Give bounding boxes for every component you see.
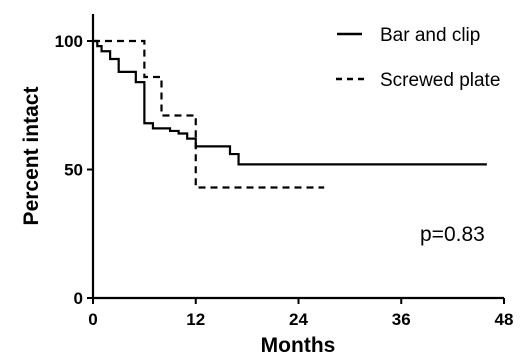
series-line-screwed-plate bbox=[93, 39, 325, 189]
y-tick-label: 50 bbox=[64, 161, 83, 180]
x-tick-label: 48 bbox=[495, 310, 514, 329]
p-value-annotation: p=0.83 bbox=[420, 223, 485, 246]
legend-label-bar-and-clip: Bar and clip bbox=[380, 25, 480, 46]
legend-label-screwed-plate: Screwed plate bbox=[380, 70, 500, 91]
legend: Bar and clip Screwed plate bbox=[336, 25, 500, 91]
series-line-bar-and-clip bbox=[93, 39, 487, 166]
series-layer bbox=[93, 39, 487, 189]
x-tick-label: 24 bbox=[289, 310, 308, 329]
y-tick-label: 100 bbox=[55, 32, 83, 51]
x-tick-label: 36 bbox=[392, 310, 411, 329]
y-ticks: 0 50 100 bbox=[55, 32, 93, 308]
y-tick-label: 0 bbox=[74, 289, 83, 308]
x-tick-label: 12 bbox=[186, 310, 205, 329]
y-axis-title: Percent intact bbox=[20, 87, 43, 226]
x-tick-label: 0 bbox=[88, 310, 97, 329]
x-ticks: 0 12 24 36 48 bbox=[88, 298, 513, 329]
x-axis-title: Months bbox=[261, 334, 336, 357]
